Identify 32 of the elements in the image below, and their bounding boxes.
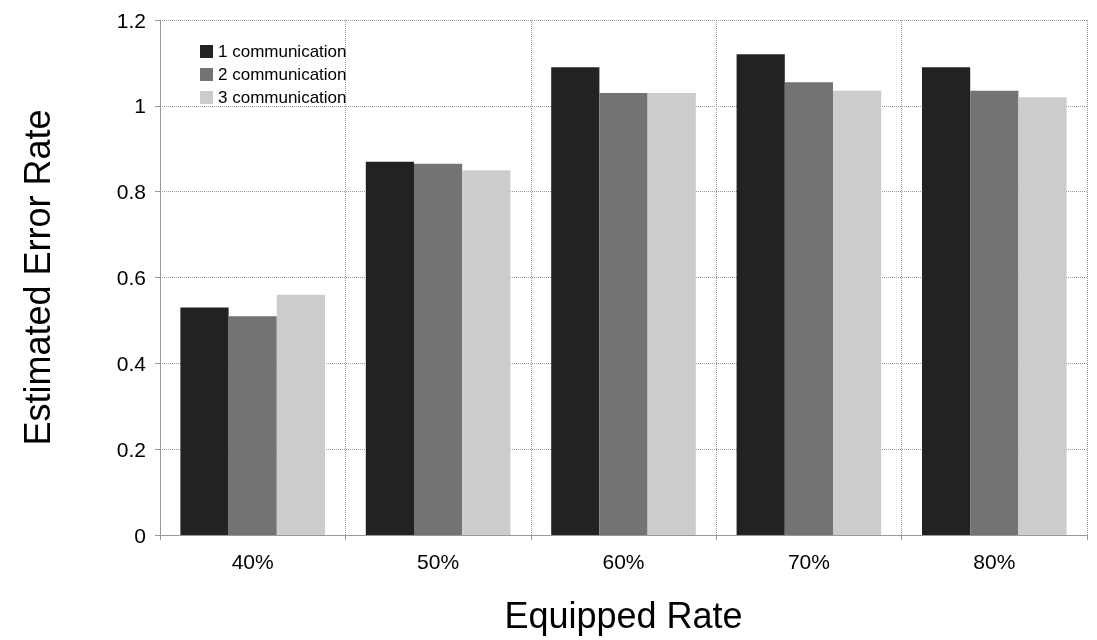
bar bbox=[833, 90, 882, 535]
y-tick-label: 0.6 bbox=[116, 266, 146, 289]
x-tick-label: 40% bbox=[231, 550, 274, 573]
y-tick-label: 0 bbox=[134, 523, 146, 547]
y-axis-title: Estimated Error Rate bbox=[16, 109, 58, 446]
bar bbox=[599, 92, 648, 535]
x-axis-title: Equipped Rate bbox=[504, 594, 743, 636]
x-tick-label: 60% bbox=[602, 550, 645, 573]
y-tick-label: 0.4 bbox=[116, 351, 147, 375]
legend-label: 3 communication bbox=[218, 88, 347, 107]
legend-label: 2 communication bbox=[218, 65, 347, 84]
bar bbox=[970, 90, 1019, 535]
y-tick-label: 0.8 bbox=[116, 180, 146, 204]
bar bbox=[784, 82, 833, 535]
y-tick-label: 1 bbox=[134, 94, 146, 118]
bar bbox=[365, 161, 414, 535]
bar bbox=[180, 307, 229, 535]
bar bbox=[1018, 97, 1067, 535]
bar bbox=[647, 92, 696, 535]
bar bbox=[228, 316, 277, 535]
bar bbox=[462, 170, 511, 535]
x-tick-label: 70% bbox=[787, 550, 830, 573]
x-tick-label: 50% bbox=[417, 550, 460, 573]
x-tick-label: 80% bbox=[973, 550, 1016, 573]
y-tick-label: 0.2 bbox=[116, 437, 146, 461]
bar bbox=[551, 67, 600, 535]
bar bbox=[921, 67, 971, 535]
legend-label: 1 communication bbox=[218, 42, 347, 61]
y-tick-label: 1.2 bbox=[116, 8, 146, 32]
bar bbox=[276, 294, 326, 535]
bar bbox=[736, 54, 785, 535]
bar bbox=[414, 163, 463, 535]
